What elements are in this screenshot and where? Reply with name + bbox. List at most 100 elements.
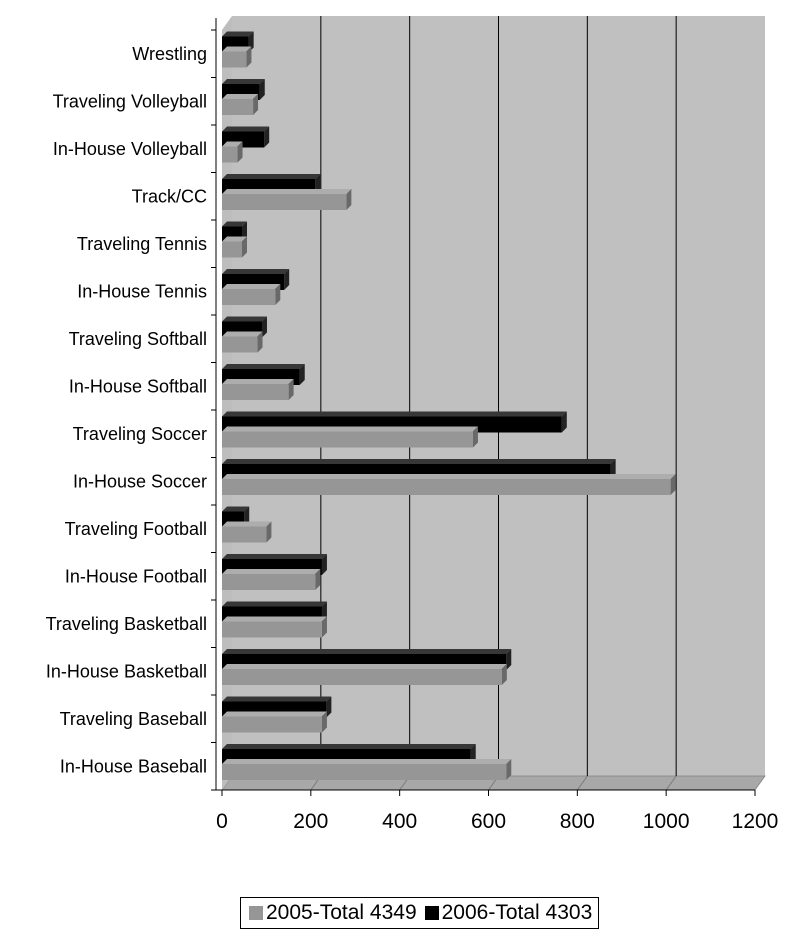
bar-wrestling-2005 bbox=[222, 46, 252, 68]
legend-item-2006: 2006-Total 4303 bbox=[424, 901, 593, 925]
category-label-traveling-volleyball: Traveling Volleyball bbox=[53, 91, 207, 111]
category-label-traveling-softball: Traveling Softball bbox=[69, 329, 207, 349]
bar-end-face bbox=[321, 616, 327, 638]
bar-top-face bbox=[222, 649, 512, 654]
legend-swatch-2005 bbox=[249, 906, 263, 920]
bar-end-face bbox=[241, 236, 247, 258]
bar-traveling-volleyball-2005 bbox=[222, 94, 259, 115]
bar-top-face bbox=[222, 46, 252, 52]
bar-end-face bbox=[284, 269, 290, 290]
bar-front-face bbox=[222, 289, 276, 305]
legend-item-2005: 2005-Total 4349 bbox=[249, 901, 417, 925]
bar-top-face bbox=[222, 744, 476, 749]
bar-end-face bbox=[257, 331, 263, 353]
bar-top-face bbox=[222, 189, 352, 194]
bar-top-face bbox=[222, 269, 290, 274]
bar-end-face bbox=[321, 554, 327, 575]
bar-top-face bbox=[222, 364, 305, 369]
bar-top-face bbox=[222, 459, 616, 464]
category-label-in-house-softball: In-House Softball bbox=[69, 376, 207, 396]
bar-in-house-softball-2005 bbox=[222, 379, 294, 400]
bar-front-face bbox=[222, 384, 289, 400]
bar-top-face bbox=[222, 31, 254, 37]
bar-top-face bbox=[222, 411, 567, 417]
category-label-traveling-basketball: Traveling Basketball bbox=[46, 614, 207, 634]
bar-end-face bbox=[561, 411, 567, 433]
bar-front-face bbox=[222, 51, 247, 68]
bar-top-face bbox=[222, 284, 281, 289]
bar-in-house-soccer-2005 bbox=[222, 474, 676, 495]
bar-end-face bbox=[237, 141, 243, 163]
bar-top-face bbox=[222, 696, 332, 702]
category-label-in-house-tennis: In-House Tennis bbox=[77, 281, 207, 301]
category-label-in-house-basketball: In-House Basketball bbox=[46, 661, 207, 681]
bar-end-face bbox=[472, 426, 478, 448]
bar-end-face bbox=[321, 711, 327, 733]
x-tick-label-600: 600 bbox=[471, 810, 506, 833]
bar-top-face bbox=[222, 141, 243, 147]
bar-end-face bbox=[288, 379, 294, 400]
axes bbox=[211, 18, 756, 796]
bar-end-face bbox=[315, 569, 321, 590]
floor-gridline-1000 bbox=[665, 775, 677, 791]
bar-top-face bbox=[222, 711, 327, 717]
bar-front-face bbox=[222, 669, 502, 685]
bar-front-face bbox=[222, 716, 322, 733]
bar-end-face bbox=[246, 46, 252, 68]
bar-traveling-baseball-2005 bbox=[222, 711, 327, 733]
category-label-traveling-baseball: Traveling Baseball bbox=[60, 709, 207, 729]
category-label-in-house-football: In-House Football bbox=[65, 566, 207, 586]
bar-in-house-basketball-2005 bbox=[222, 664, 507, 685]
legend-label-2005: 2005-Total 4349 bbox=[266, 901, 417, 924]
x-tick-label-1200: 1200 bbox=[732, 810, 779, 833]
bar-end-face bbox=[264, 126, 270, 148]
bar-top-face bbox=[222, 426, 478, 432]
bar-front-face bbox=[222, 146, 238, 163]
bar-top-face bbox=[222, 331, 263, 337]
category-label-in-house-volleyball: In-House Volleyball bbox=[53, 139, 207, 159]
x-tick-label-400: 400 bbox=[382, 810, 417, 833]
bar-traveling-softball-2005 bbox=[222, 331, 263, 353]
bar-traveling-football-2005 bbox=[222, 521, 272, 543]
x-tick-label-800: 800 bbox=[560, 810, 595, 833]
bar-top-face bbox=[222, 126, 270, 132]
bar-top-face bbox=[222, 236, 247, 242]
bar-end-face bbox=[501, 664, 507, 685]
bar-front-face bbox=[222, 99, 254, 115]
bar-in-house-football-2005 bbox=[222, 569, 321, 590]
bar-top-face bbox=[222, 221, 247, 227]
bar-top-face bbox=[222, 379, 294, 384]
bar-front-face bbox=[222, 194, 347, 210]
bar-front-face bbox=[222, 336, 258, 353]
bar-top-face bbox=[222, 79, 265, 84]
bar-end-face bbox=[506, 649, 512, 670]
bar-top-face bbox=[222, 521, 272, 527]
bar-traveling-tennis-2005 bbox=[222, 236, 247, 258]
bar-track-cc-2005 bbox=[222, 189, 352, 210]
legend-swatch-2006 bbox=[424, 906, 439, 920]
category-label-wrestling: Wrestling bbox=[132, 44, 207, 64]
bar-traveling-basketball-2005 bbox=[222, 616, 327, 638]
bar-top-face bbox=[222, 474, 676, 479]
bar-top-face bbox=[222, 174, 321, 179]
category-label-traveling-soccer: Traveling Soccer bbox=[73, 424, 207, 444]
bar-top-face bbox=[222, 569, 321, 574]
x-tick-labels: 0 200 400 600 800 1000 1200 bbox=[216, 810, 778, 833]
category-label-track-cc: Track/CC bbox=[132, 186, 207, 206]
category-label-traveling-football: Traveling Football bbox=[65, 519, 207, 539]
bar-end-face bbox=[275, 284, 281, 305]
legend-label-2006: 2006-Total 4303 bbox=[441, 901, 593, 924]
bar-top-face bbox=[222, 316, 267, 322]
bar-top-face bbox=[222, 554, 327, 559]
bars bbox=[222, 31, 676, 780]
x-tick-label-0: 0 bbox=[216, 810, 228, 833]
x-tick-label-200: 200 bbox=[293, 810, 328, 833]
bar-end-face bbox=[253, 94, 259, 115]
bar-end-face bbox=[670, 474, 676, 495]
bar-end-face bbox=[506, 759, 512, 780]
bar-in-house-volleyball-2005 bbox=[222, 141, 243, 163]
bar-front-face bbox=[222, 241, 242, 258]
floor-gridline-800 bbox=[576, 775, 588, 791]
bar-front-face bbox=[222, 621, 322, 638]
